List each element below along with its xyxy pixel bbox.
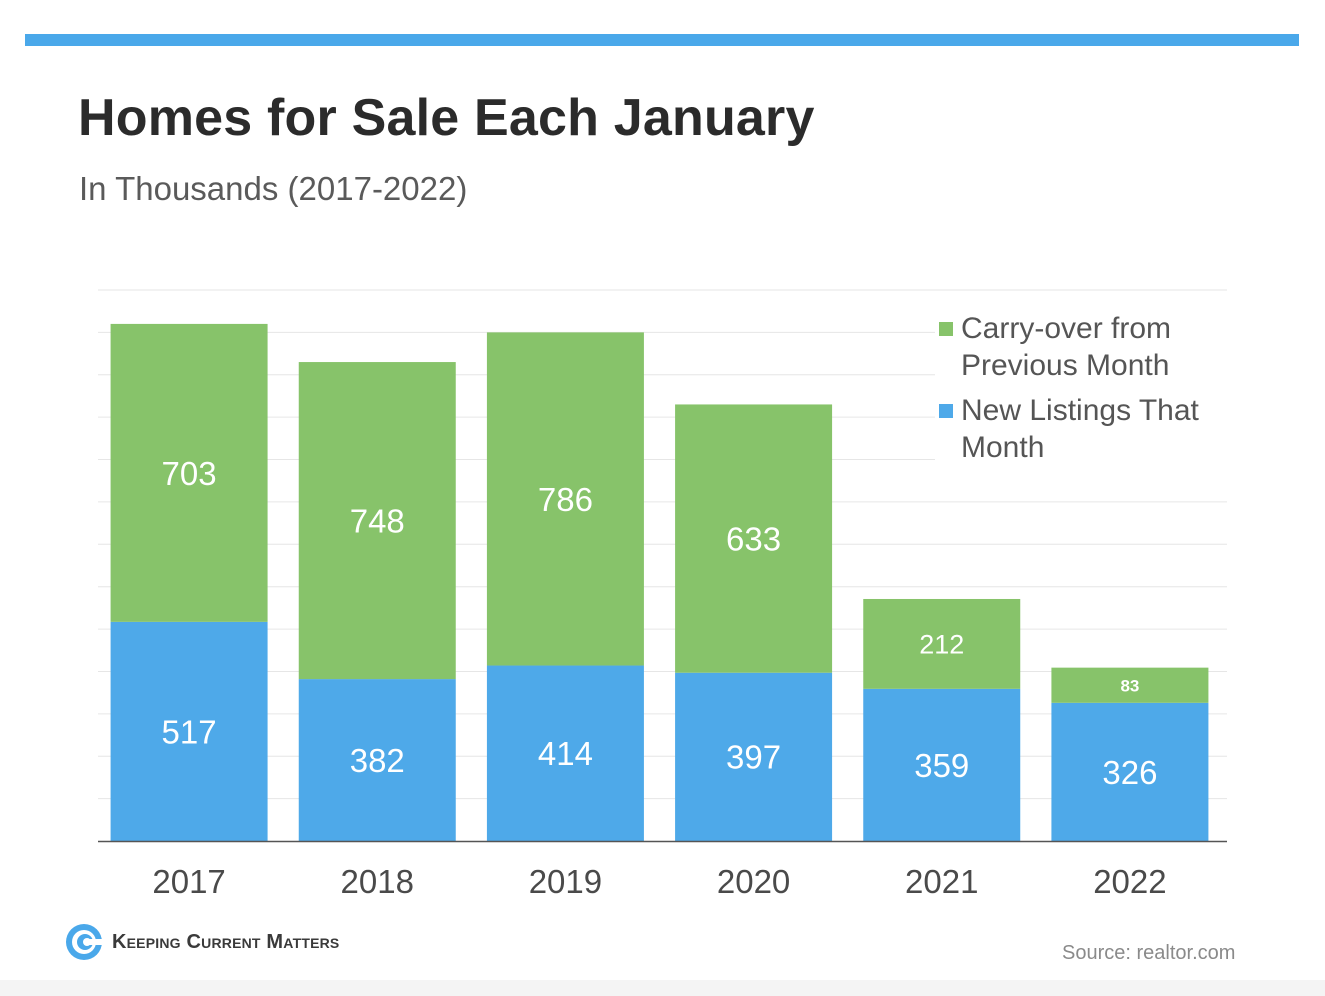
data-label-carry-over-2019: 786 xyxy=(538,481,593,518)
top-accent-rule xyxy=(25,34,1299,46)
x-tick-label-2019: 2019 xyxy=(529,863,602,900)
bar-new-listings-2021 xyxy=(863,688,1021,841)
data-label-new-listings-2020: 397 xyxy=(726,739,781,776)
bar-new-listings-2020 xyxy=(675,672,833,841)
legend-label-carry-over-line2: Previous Month xyxy=(961,349,1170,382)
swirl-logo-icon xyxy=(66,924,104,960)
chart-title: Homes for Sale Each January xyxy=(78,89,815,147)
source-note: Source: realtor.com xyxy=(1062,942,1236,964)
data-label-new-listings-2017: 517 xyxy=(162,713,217,750)
data-label-carry-over-2018: 748 xyxy=(350,502,405,539)
brand-name: Keeping Current Matters xyxy=(112,930,340,953)
data-label-new-listings-2022: 326 xyxy=(1102,754,1157,791)
bar-carry-over-2021 xyxy=(863,598,1021,689)
legend-swatch-carry-over xyxy=(939,322,953,336)
bar-new-listings-2017 xyxy=(110,621,268,841)
bar-carry-over-2019 xyxy=(486,332,644,666)
x-tick-label-2021: 2021 xyxy=(905,863,978,900)
data-label-new-listings-2021: 359 xyxy=(914,747,969,784)
bottom-edge-strip xyxy=(0,980,1325,996)
legend-item-new-listings: New Listings That Month xyxy=(935,392,1235,466)
data-label-new-listings-2018: 382 xyxy=(350,742,405,779)
legend-label-new-listings-line2: Month xyxy=(961,431,1045,464)
bar-carry-over-2018 xyxy=(298,362,456,680)
legend-label-new-listings-line1: New Listings That xyxy=(961,394,1199,427)
bar-carry-over-2020 xyxy=(675,404,833,673)
bar-new-listings-2019 xyxy=(486,665,644,841)
brand-logo: Keeping Current Matters xyxy=(64,922,339,962)
legend-item-carry-over: Carry-over from Previous Month xyxy=(935,310,1235,384)
data-label-carry-over-2017: 703 xyxy=(162,455,217,492)
x-tick-label-2017: 2017 xyxy=(152,863,225,900)
chart-subtitle: In Thousands (2017-2022) xyxy=(79,170,468,207)
chart-legend: Carry-over from Previous Month New Listi… xyxy=(935,310,1235,474)
data-label-carry-over-2022: 83 xyxy=(1120,676,1139,695)
data-label-carry-over-2021: 212 xyxy=(919,630,964,660)
bar-new-listings-2018 xyxy=(298,679,456,841)
x-tick-label-2022: 2022 xyxy=(1093,863,1166,900)
bar-carry-over-2022 xyxy=(1051,667,1209,703)
data-label-new-listings-2019: 414 xyxy=(538,735,593,772)
x-tick-label-2020: 2020 xyxy=(717,863,790,900)
bar-new-listings-2022 xyxy=(1051,702,1209,841)
data-label-carry-over-2020: 633 xyxy=(726,520,781,557)
x-tick-label-2018: 2018 xyxy=(341,863,414,900)
legend-label-carry-over-line1: Carry-over from xyxy=(961,312,1172,345)
legend-swatch-new-listings xyxy=(939,404,953,418)
bar-carry-over-2017 xyxy=(110,323,268,622)
